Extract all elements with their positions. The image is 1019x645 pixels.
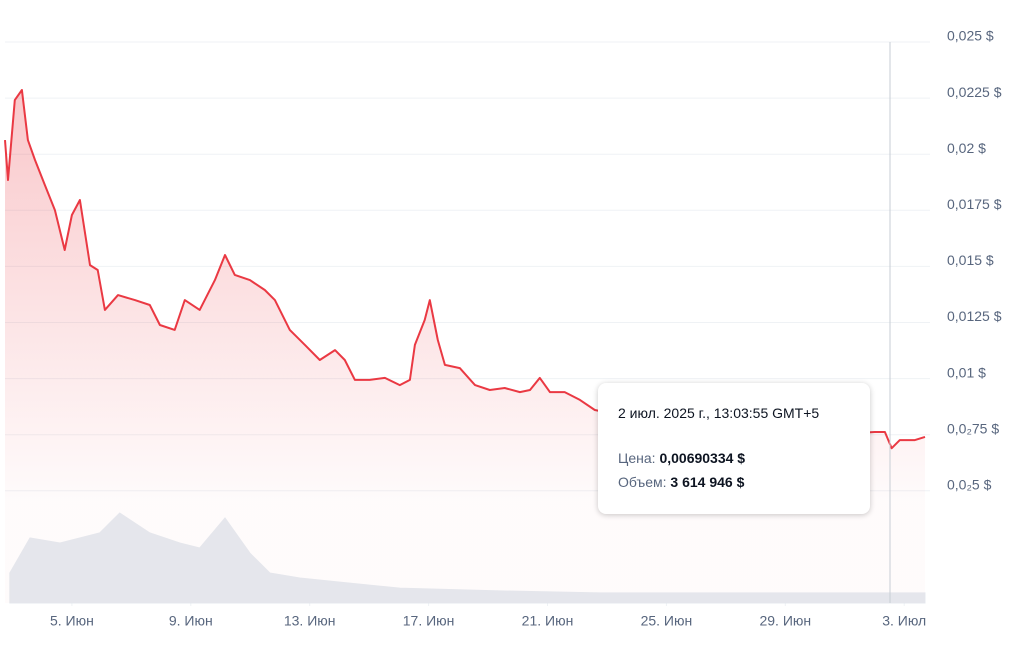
y-tick-label: 0,0125 $: [947, 308, 1002, 324]
x-tick-label: 29. Июн: [759, 613, 811, 629]
volume-label: Объем:: [618, 474, 667, 490]
x-tick-label: 21. Июн: [522, 613, 574, 629]
y-tick-label: 0,02 $: [947, 140, 986, 156]
y-tick-label: 0,0₂5 $: [947, 477, 992, 493]
price-value: 0,00690334 $: [659, 450, 746, 466]
tooltip-title: 2 июл. 2025 г., 13:03:55 GMT+5: [618, 405, 820, 421]
price-label: Цена:: [618, 450, 656, 466]
y-tick-label: 0,0175 $: [947, 196, 1002, 212]
y-tick-label: 0,01 $: [947, 364, 986, 380]
tooltip: 2 июл. 2025 г., 13:03:55 GMT+5 Цена: 0,0…: [598, 383, 870, 514]
x-tick-label: 5. Июн: [50, 613, 94, 629]
y-tick-label: 0,0225 $: [947, 84, 1002, 100]
x-tick-label: 25. Июн: [641, 613, 693, 629]
x-tick-label: 9. Июн: [169, 613, 213, 629]
x-tick-label: 13. Июн: [284, 613, 336, 629]
volume-value: 3 614 946 $: [670, 474, 745, 490]
y-tick-label: 0,025 $: [947, 28, 994, 44]
x-tick-label: 3. Июл: [882, 613, 926, 629]
y-tick-label: 0,015 $: [947, 252, 994, 268]
y-tick-label: 0,0₂75 $: [947, 420, 999, 436]
x-tick-label: 17. Июн: [403, 613, 455, 629]
price-line: [4, 89, 926, 450]
price-area: [5, 90, 925, 603]
